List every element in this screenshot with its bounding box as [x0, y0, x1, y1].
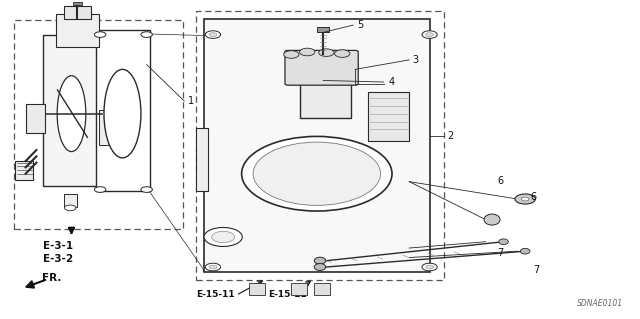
- Text: E-3-1: E-3-1: [43, 241, 73, 251]
- Circle shape: [253, 142, 381, 205]
- Text: E-15-11: E-15-11: [196, 290, 234, 299]
- Circle shape: [141, 32, 152, 37]
- Circle shape: [422, 31, 437, 38]
- Bar: [248, 283, 264, 295]
- FancyBboxPatch shape: [300, 80, 351, 118]
- FancyBboxPatch shape: [285, 50, 358, 85]
- Circle shape: [426, 33, 433, 36]
- Text: 1: 1: [188, 96, 193, 106]
- Circle shape: [242, 137, 392, 211]
- Text: 3: 3: [412, 55, 419, 65]
- Circle shape: [212, 231, 235, 243]
- FancyBboxPatch shape: [26, 104, 45, 133]
- Circle shape: [204, 227, 243, 247]
- Text: 7: 7: [534, 265, 540, 275]
- Circle shape: [515, 194, 536, 204]
- Bar: [291, 283, 307, 295]
- FancyBboxPatch shape: [368, 92, 409, 141]
- Text: SDNAE0101: SDNAE0101: [577, 299, 623, 308]
- Bar: [14, 20, 183, 229]
- Bar: [64, 194, 77, 207]
- Text: 6: 6: [531, 192, 536, 203]
- Ellipse shape: [314, 257, 326, 264]
- Circle shape: [65, 205, 76, 211]
- Text: E-15-11: E-15-11: [268, 290, 307, 299]
- Ellipse shape: [484, 214, 500, 225]
- Bar: [196, 11, 444, 280]
- Circle shape: [95, 32, 106, 37]
- FancyBboxPatch shape: [56, 14, 99, 47]
- Ellipse shape: [499, 239, 508, 245]
- Bar: [314, 283, 330, 295]
- FancyBboxPatch shape: [43, 34, 100, 186]
- Circle shape: [205, 31, 221, 38]
- Circle shape: [141, 187, 152, 192]
- Ellipse shape: [57, 76, 86, 152]
- Text: 2: 2: [447, 131, 454, 141]
- Bar: [15, 161, 33, 180]
- Circle shape: [284, 51, 299, 58]
- Text: E-3-2: E-3-2: [43, 254, 73, 264]
- Text: FR.: FR.: [42, 273, 61, 283]
- Circle shape: [319, 49, 334, 56]
- Ellipse shape: [520, 249, 530, 254]
- Ellipse shape: [104, 69, 141, 158]
- FancyBboxPatch shape: [317, 27, 329, 33]
- FancyBboxPatch shape: [204, 19, 430, 272]
- Circle shape: [209, 265, 217, 269]
- FancyBboxPatch shape: [99, 110, 110, 145]
- Circle shape: [95, 187, 106, 192]
- Text: 6: 6: [497, 176, 503, 186]
- Ellipse shape: [314, 263, 326, 271]
- FancyBboxPatch shape: [64, 6, 91, 19]
- Bar: [96, 30, 150, 191]
- Circle shape: [209, 33, 217, 36]
- Circle shape: [426, 265, 433, 269]
- Text: 5: 5: [357, 20, 364, 30]
- Bar: [73, 2, 82, 5]
- Circle shape: [300, 48, 315, 56]
- Circle shape: [422, 263, 437, 271]
- Text: 4: 4: [389, 77, 395, 87]
- Text: 7: 7: [497, 248, 504, 258]
- Circle shape: [522, 197, 529, 201]
- FancyBboxPatch shape: [196, 128, 209, 191]
- Circle shape: [205, 263, 221, 271]
- Circle shape: [335, 50, 350, 57]
